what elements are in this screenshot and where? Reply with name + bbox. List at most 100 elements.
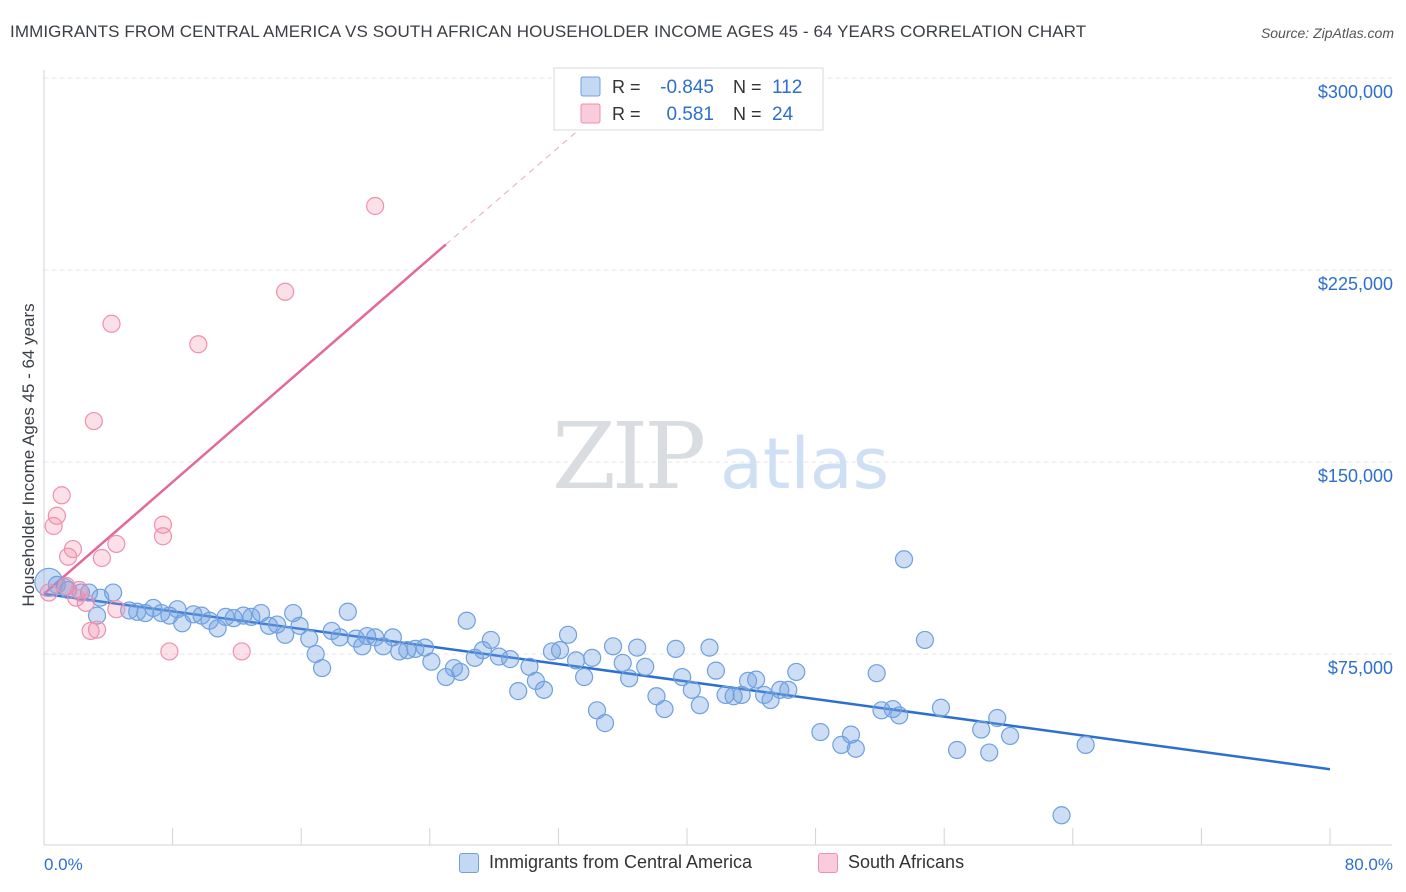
point-central-america (682, 680, 701, 699)
point-central-america (583, 648, 602, 667)
point-central-america (915, 630, 935, 650)
point-central-america (690, 696, 709, 715)
point-central-america (566, 651, 586, 670)
point-central-america (509, 682, 528, 701)
legend-n-value-1: 112 (772, 77, 802, 98)
legend-n-label-1: N = (733, 77, 762, 97)
y-axis-label: Householder Income Ages 45 - 64 years (19, 303, 38, 606)
point-central-america (422, 652, 441, 671)
point-south-africans (102, 314, 121, 333)
point-central-america (534, 680, 554, 699)
legend-swatch-south-africans (818, 852, 838, 873)
point-central-america (636, 657, 655, 676)
point-south-africans (63, 539, 83, 559)
point-central-america (1076, 735, 1095, 754)
point-central-america (489, 647, 509, 666)
point-south-africans (76, 593, 95, 612)
legend-bottom: Immigrants from Central America South Af… (0, 848, 1406, 878)
point-central-america (867, 664, 886, 683)
legend-swatch-pink (580, 103, 601, 124)
y-tick-label: $300,000 (1318, 82, 1393, 102)
grid-lines (44, 77, 1392, 655)
watermark-zip: ZIP (552, 403, 703, 510)
point-central-america (595, 714, 615, 733)
x-tick-label-min: 0.0% (44, 855, 83, 874)
point-central-america (655, 699, 674, 719)
point-central-america (242, 607, 261, 626)
x-ticks (43, 828, 1331, 845)
point-south-africans (87, 620, 107, 639)
y-tick-label: $150,000 (1318, 466, 1393, 486)
point-central-america (558, 625, 578, 644)
legend-item-central-america[interactable]: Immigrants from Central America (459, 852, 752, 873)
x-tick-label-max: 80.0% (1345, 855, 1393, 874)
point-south-africans (232, 642, 251, 661)
point-central-america (947, 740, 967, 760)
legend-top: R = -0.845 N = 112 R = 0.581 N = 24 (553, 67, 824, 131)
point-central-america (406, 639, 425, 658)
point-south-africans (44, 516, 63, 536)
trend-lines (43, 126, 1331, 771)
trend-line-south-africans (43, 243, 447, 595)
trend-line-central-america (43, 592, 1331, 771)
source-label: Source: ZipAtlas.com (1260, 25, 1394, 41)
point-central-america (550, 641, 570, 660)
point-central-america (613, 653, 632, 673)
point-central-america (787, 662, 806, 682)
axes (43, 70, 1392, 846)
point-central-america (457, 611, 476, 630)
point-south-africans (160, 642, 179, 661)
point-central-america (330, 628, 349, 647)
point-central-america (647, 687, 666, 706)
watermark-atlas: atlas (720, 423, 889, 505)
legend-label-central-america: Immigrants from Central America (489, 852, 753, 872)
point-central-america (1001, 726, 1020, 746)
point-central-america (104, 583, 123, 602)
legend-r-label-2: R = (612, 104, 641, 124)
point-south-africans (67, 588, 86, 607)
point-central-america (501, 650, 520, 669)
trend-extension-south-africans (445, 126, 583, 245)
point-central-america (890, 706, 909, 725)
point-south-africans (276, 282, 295, 301)
point-central-america (673, 667, 692, 687)
watermark: ZIP atlas (552, 403, 889, 510)
point-central-america (87, 606, 107, 625)
legend-n-label-2: N = (733, 104, 762, 124)
point-central-america (603, 637, 623, 656)
chart-title: IMMIGRANTS FROM CENTRAL AMERICA VS SOUTH… (10, 22, 1087, 41)
y-tick-label: $225,000 (1318, 274, 1393, 294)
legend-item-south-africans[interactable]: South Africans (818, 852, 964, 873)
point-central-america (988, 708, 1007, 728)
point-central-america (168, 600, 187, 619)
point-central-america (666, 639, 685, 658)
point-central-america (251, 603, 271, 623)
point-central-america (972, 720, 991, 739)
y-tick-label: $75,000 (1328, 658, 1393, 678)
data-points (34, 196, 1095, 825)
point-central-america (747, 670, 766, 689)
point-central-america (980, 743, 999, 762)
legend-swatch-central-america (459, 852, 479, 873)
legend-n-value-2: 24 (772, 104, 794, 125)
point-central-america (276, 625, 295, 644)
point-south-africans (39, 583, 58, 602)
point-central-america (338, 602, 357, 621)
point-south-africans (189, 335, 208, 354)
point-central-america (700, 638, 719, 657)
point-central-america (481, 630, 500, 650)
point-central-america (451, 662, 470, 682)
point-south-africans (47, 506, 66, 525)
point-central-america (931, 698, 951, 717)
point-central-america (706, 661, 726, 680)
point-central-america (587, 701, 607, 720)
point-south-africans (52, 486, 71, 505)
point-central-america (1052, 806, 1071, 825)
point-central-america (353, 637, 372, 656)
point-central-america (620, 669, 639, 688)
point-south-africans (107, 534, 126, 554)
point-south-africans (84, 411, 103, 431)
point-south-africans (153, 527, 173, 546)
point-south-africans (81, 621, 100, 641)
